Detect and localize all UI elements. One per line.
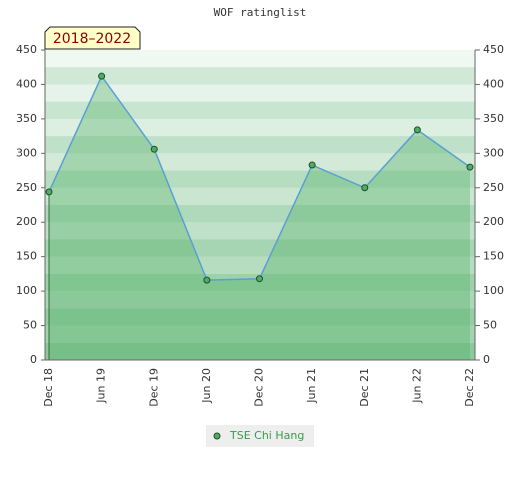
marker: [150, 145, 158, 153]
band: [45, 170, 475, 188]
y-tick-label: 150: [16, 250, 37, 263]
y-tick-label: 450: [16, 43, 37, 56]
chart-title: WOF ratinglist: [214, 6, 307, 19]
band: [45, 118, 475, 137]
x-tick-label: Dec 21: [358, 368, 371, 407]
x-tick-label: Dec 18: [42, 368, 55, 407]
y2-tick-label: 450: [483, 43, 504, 56]
band: [45, 50, 475, 68]
y2-tick-label: 400: [483, 77, 504, 90]
x-tick-label: Jun 19: [95, 368, 108, 404]
annotation-box: [44, 26, 141, 50]
legend-label: TSE Chi Hang: [229, 429, 304, 442]
legend-marker: [213, 432, 221, 440]
marker: [45, 188, 53, 196]
band: [45, 291, 475, 309]
band: [45, 273, 475, 292]
band: [45, 101, 475, 119]
y2-tick-label: 50: [483, 319, 497, 332]
y-tick-label: 0: [30, 353, 37, 366]
marker: [361, 184, 369, 192]
marker: [413, 126, 421, 134]
area: [49, 76, 470, 360]
x-tick-label: Jun 22: [410, 368, 423, 404]
band: [45, 67, 475, 85]
band: [45, 308, 475, 326]
band: [45, 325, 475, 343]
annotation: 2018–2022: [44, 26, 141, 50]
y2-tick-label: 150: [483, 250, 504, 263]
marker: [203, 276, 211, 284]
band: [45, 342, 475, 360]
y-tick-label: 50: [23, 319, 37, 332]
y2-tick-label: 200: [483, 215, 504, 228]
marker: [256, 275, 263, 283]
y2-tick-label: 0: [483, 353, 490, 366]
y-tick-label: 300: [16, 146, 37, 159]
x-tick-label: Dec 22: [463, 368, 476, 407]
y-tick-label: 200: [16, 215, 37, 228]
band: [45, 153, 475, 171]
y2-tick-label: 350: [483, 112, 504, 125]
band: [45, 187, 475, 205]
x-tick-label: Jun 20: [200, 368, 213, 404]
plot-background: [45, 50, 475, 360]
x-tick-label: Dec 19: [147, 368, 160, 407]
band: [45, 222, 475, 240]
band: [45, 239, 475, 257]
y-tick-label: 400: [16, 77, 37, 90]
y-tick-label: 250: [16, 181, 37, 194]
y2-tick-label: 250: [483, 181, 504, 194]
x-tick-label: Jun 21: [305, 368, 318, 404]
y2-tick-label: 300: [483, 146, 504, 159]
band: [45, 205, 475, 223]
x-tick-label: Dec 20: [253, 368, 266, 407]
legend-box: [206, 425, 314, 447]
y2-tick-label: 100: [483, 284, 504, 297]
plot: [45, 72, 474, 360]
marker: [466, 163, 474, 171]
marker: [308, 161, 316, 169]
y-tick-label: 350: [16, 112, 37, 125]
marker: [98, 72, 106, 80]
band: [45, 84, 475, 102]
y-tick-label: 100: [16, 284, 37, 297]
band: [45, 256, 475, 274]
annotation-text: 2018–2022: [53, 31, 131, 47]
